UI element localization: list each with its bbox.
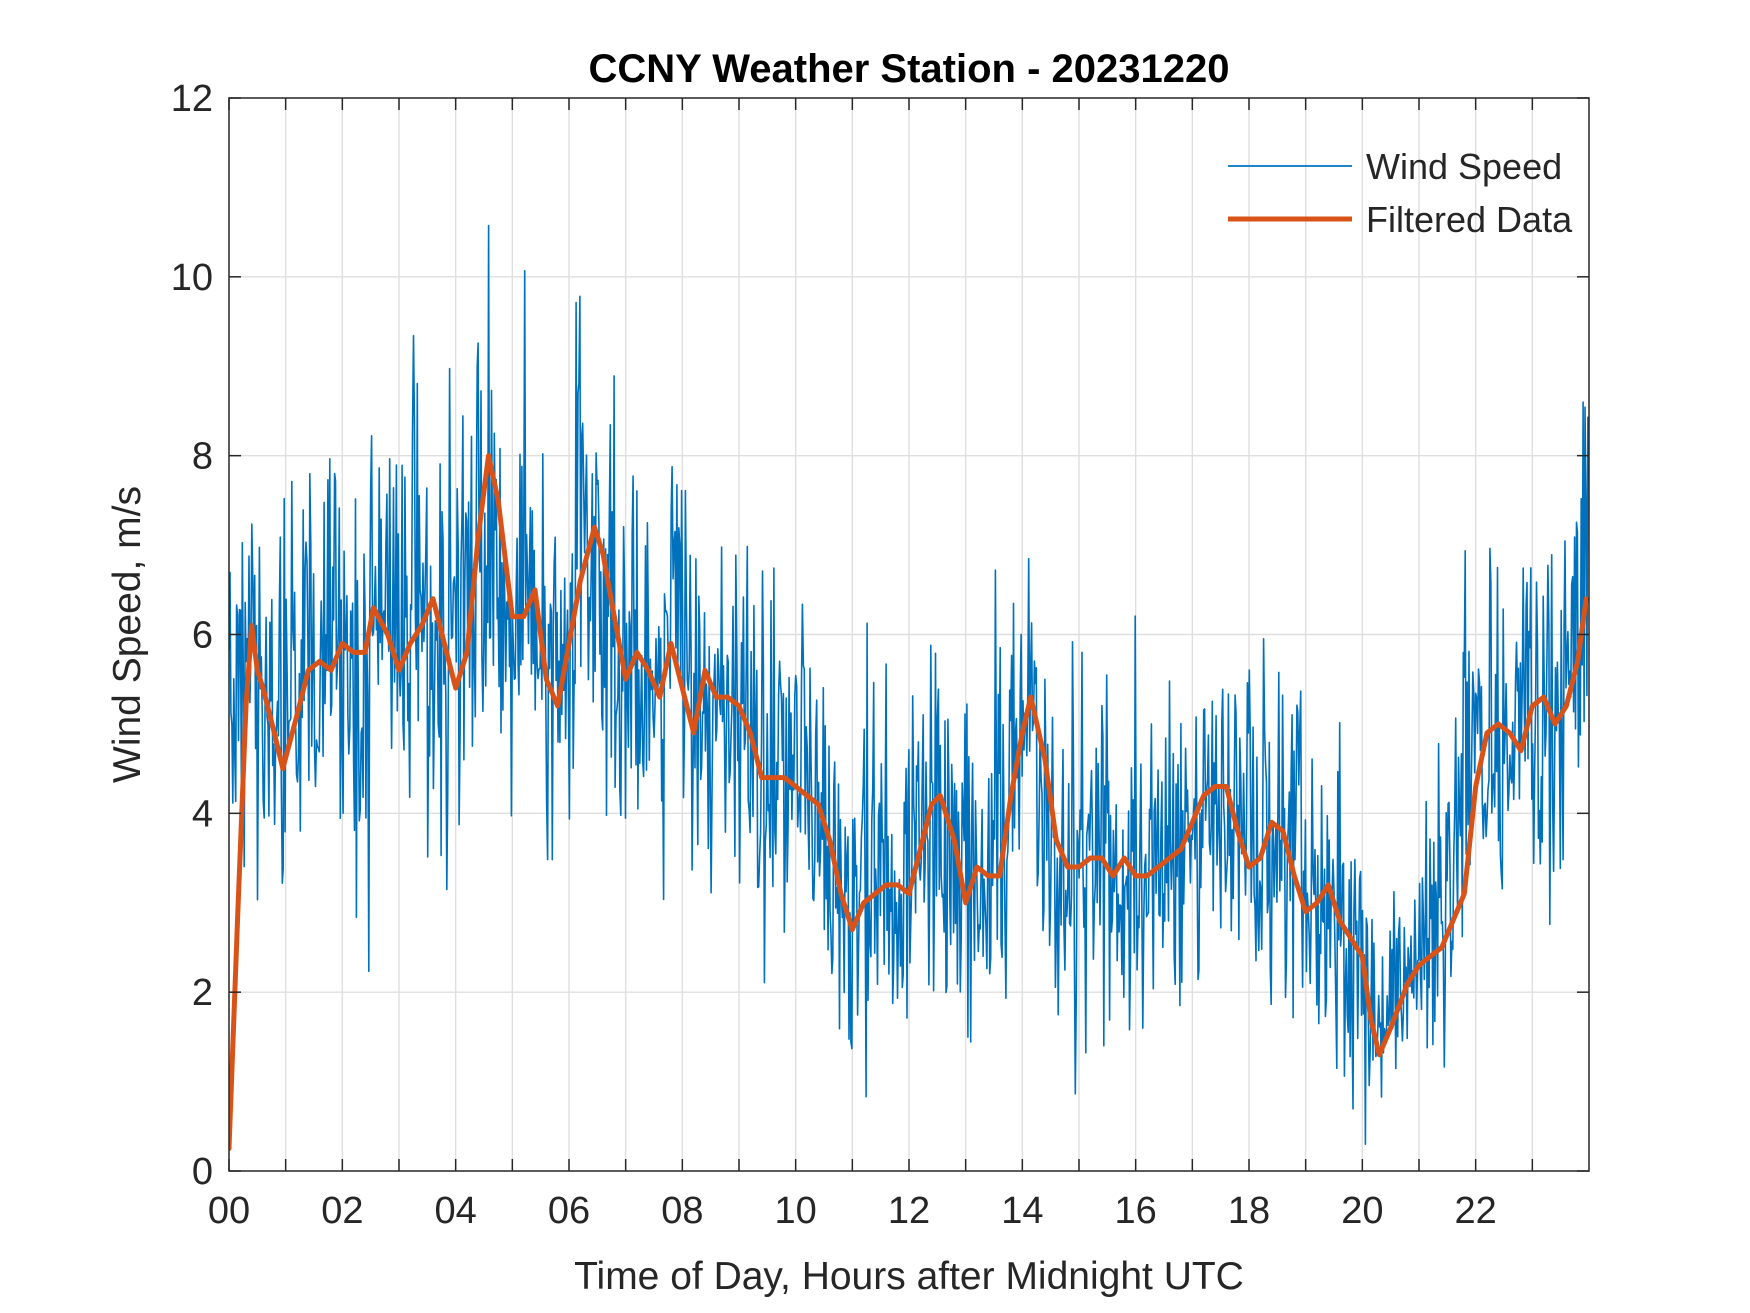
legend-label: Wind Speed [1366, 146, 1562, 187]
x-tick-label: 20 [1341, 1190, 1383, 1232]
x-tick-label: 16 [1115, 1190, 1157, 1232]
y-tick-label: 12 [171, 78, 213, 120]
x-tick-label: 04 [435, 1190, 477, 1232]
y-axis-label: Wind Speed, m/s [106, 486, 149, 783]
ticks [228, 97, 1589, 1172]
y-tick-labels: 0 2 4 6 8 10 12 [171, 78, 213, 1193]
x-tick-label: 22 [1455, 1190, 1497, 1232]
x-tick-label: 12 [888, 1190, 930, 1232]
y-tick-label: 4 [192, 793, 213, 835]
x-tick-label: 00 [208, 1190, 250, 1232]
y-tick-label: 0 [192, 1151, 213, 1193]
y-tick-label: 6 [192, 615, 213, 657]
chart-title: CCNY Weather Station - 20231220 [589, 47, 1230, 91]
y-tick-label: 8 [192, 436, 213, 478]
legend-label: Filtered Data [1366, 199, 1573, 240]
series-line-filtered-data [229, 453, 1589, 1152]
x-tick-label: 18 [1228, 1190, 1270, 1232]
x-tick-labels: 00 02 04 06 08 10 12 14 16 18 20 22 [208, 1190, 1497, 1232]
series-line-wind-speed [229, 224, 1589, 1145]
x-tick-label: 10 [775, 1190, 817, 1232]
x-tick-label: 14 [1001, 1190, 1043, 1232]
y-tick-label: 2 [192, 972, 213, 1014]
x-axis-label: Time of Day, Hours after Midnight UTC [574, 1255, 1244, 1298]
x-tick-label: 08 [661, 1190, 703, 1232]
y-tick-label: 10 [171, 257, 213, 299]
x-tick-label: 06 [548, 1190, 590, 1232]
x-tick-label: 02 [321, 1190, 363, 1232]
plot-area [228, 97, 1590, 1172]
legend: Wind Speed Filtered Data [1228, 146, 1573, 240]
series-layer [229, 224, 1589, 1152]
